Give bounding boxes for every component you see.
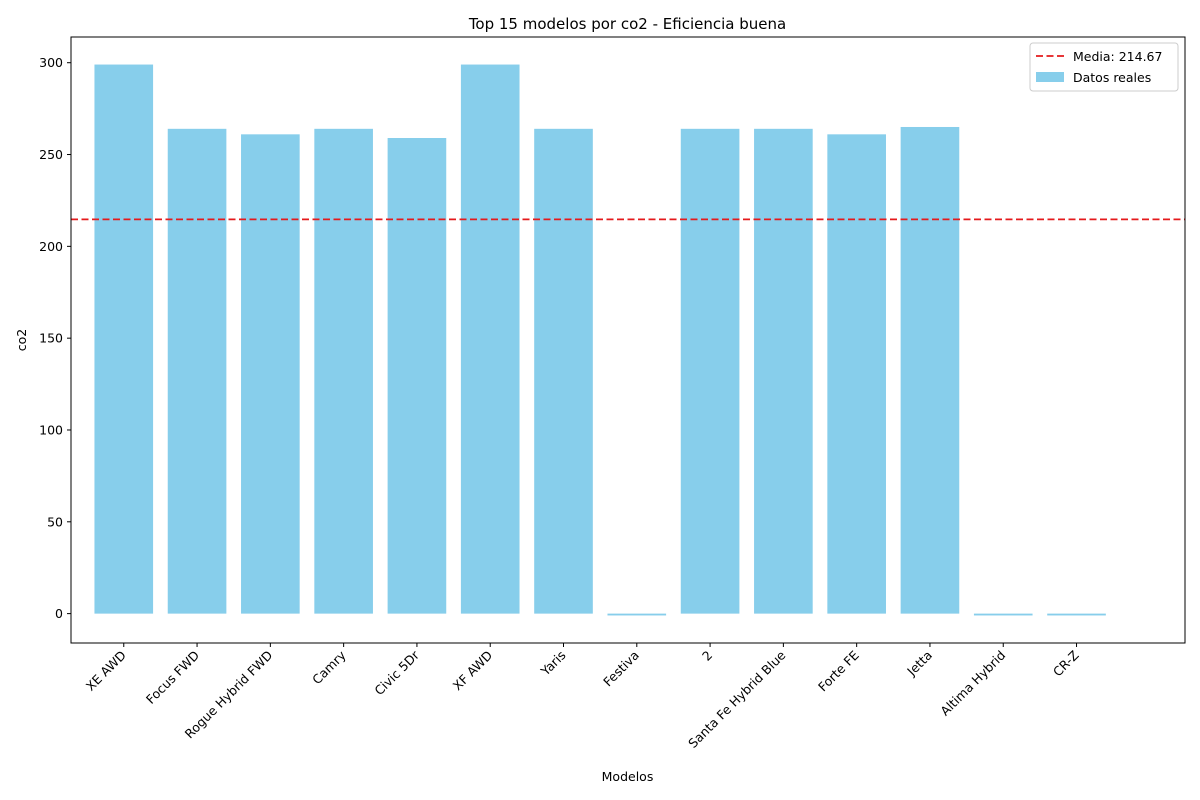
y-tick-label: 300: [39, 55, 63, 70]
x-tick-label: Festiva: [600, 648, 642, 690]
chart-title: Top 15 modelos por co2 - Eficiencia buen…: [468, 15, 786, 33]
bar-2: [241, 134, 300, 614]
bar-6: [534, 128, 593, 614]
y-tick-label: 150: [39, 331, 63, 346]
bar-5: [460, 64, 520, 614]
plot-area-frame: [70, 36, 1186, 644]
bar-12: [973, 613, 1033, 616]
y-tick-label: 250: [39, 147, 63, 162]
x-tick-label: Santa Fe Hybrid Blue: [685, 647, 789, 751]
y-tick-label: 100: [39, 422, 63, 437]
legend-box: [1029, 42, 1179, 92]
x-tick-label: Altima Hybrid: [937, 648, 1008, 719]
bar-3: [314, 128, 373, 614]
bar-11: [900, 126, 960, 614]
y-axis: 0 50 100 150 200 250 300: [39, 55, 71, 621]
x-tick-label: Focus FWD: [143, 648, 202, 707]
bar-1: [167, 128, 227, 614]
x-tick-label: Camry: [309, 647, 349, 687]
legend-mean-label: Media: 214.67: [1073, 49, 1162, 64]
x-tick-label: XF AWD: [450, 648, 496, 694]
x-tick-label: Jetta: [903, 648, 935, 680]
bar-4: [387, 138, 447, 614]
y-axis-label: co2: [14, 329, 29, 351]
bar-13: [1047, 613, 1106, 616]
bar-8: [680, 128, 740, 614]
legend-bar-label: Datos reales: [1073, 70, 1151, 85]
y-tick-label: 0: [55, 606, 63, 621]
y-tick-label: 200: [39, 239, 63, 254]
x-tick-label: XE AWD: [83, 648, 129, 694]
x-tick-label: Civic 5Dr: [371, 647, 422, 698]
x-tick-label: Yaris: [537, 648, 569, 680]
bar-7: [607, 613, 667, 616]
y-tick-label: 50: [47, 514, 63, 529]
bars-group: [94, 64, 1106, 616]
x-tick-label: Forte FE: [815, 647, 862, 694]
x-tick-label: 2: [699, 648, 715, 664]
bar-0: [94, 64, 154, 614]
bar-9: [754, 128, 813, 614]
x-tick-label: CR-Z: [1050, 648, 1082, 680]
x-axis-label: Modelos: [602, 769, 654, 784]
legend-bar-swatch: [1036, 72, 1064, 82]
bar-10: [827, 134, 886, 614]
legend[interactable]: Media: 214.67 Datos reales: [1029, 42, 1179, 92]
